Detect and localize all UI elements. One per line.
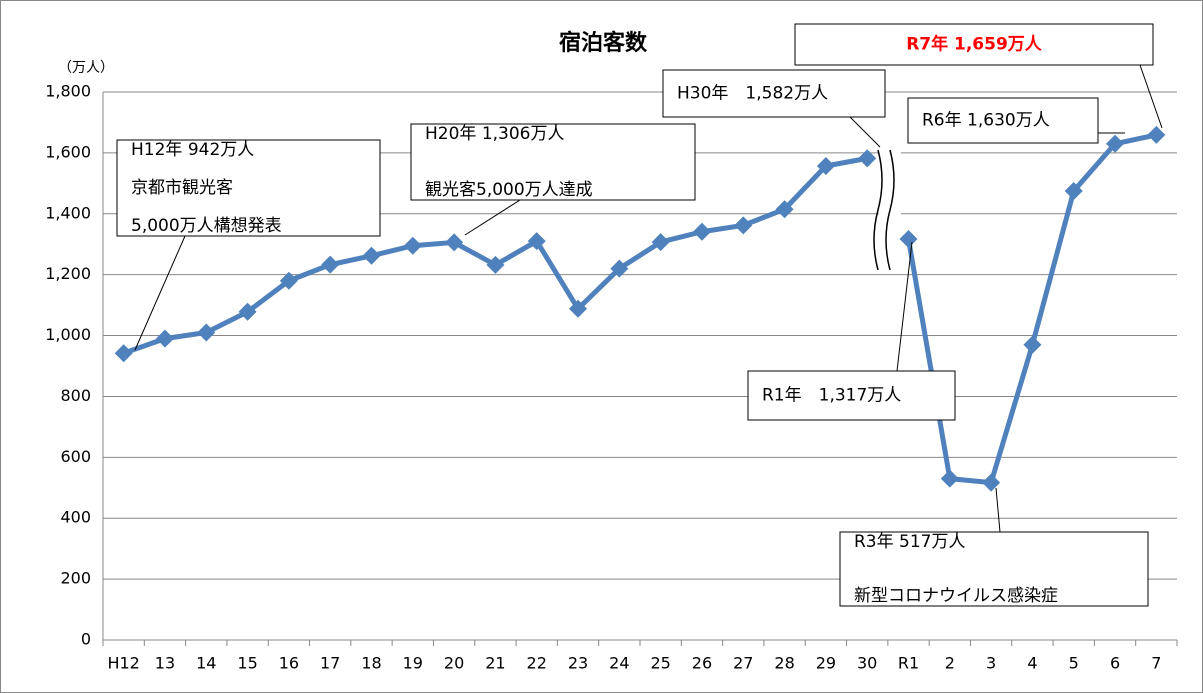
marker (1106, 134, 1125, 153)
leader-line (995, 487, 1001, 533)
marker (1064, 181, 1083, 200)
annotation-text: 5,000万人構想発表 (131, 216, 282, 236)
marker (858, 149, 877, 168)
marker (445, 233, 464, 252)
x-tick-label: 26 (692, 654, 712, 673)
y-tick-label: 1,200 (45, 264, 91, 283)
leader-line (849, 116, 881, 148)
x-tick-label: 19 (403, 654, 423, 673)
x-tick-label: 24 (609, 654, 629, 673)
x-tick-label: R1 (898, 654, 919, 673)
annotation-box (794, 23, 1154, 66)
marker (114, 344, 133, 363)
annotation-text: R6年 1,630万人 (922, 111, 1050, 131)
marker (403, 236, 422, 255)
x-tick-label: 14 (196, 654, 216, 673)
marker (816, 156, 835, 175)
y-tick-label: 1,600 (45, 142, 91, 161)
chart-title: 宿泊客数 (559, 30, 648, 56)
leader-line (134, 235, 186, 351)
x-tick-label: 6 (1110, 654, 1120, 673)
x-tick-label: 25 (650, 654, 670, 673)
annotation-text: H12年 942万人 (131, 140, 254, 160)
x-tick-label: 30 (857, 654, 877, 673)
marker (1023, 335, 1042, 354)
marker (899, 230, 918, 249)
x-tick-label: 21 (485, 654, 505, 673)
y-tick-label: 200 (60, 569, 91, 588)
x-tick-label: 27 (733, 654, 753, 673)
x-tick-label: 17 (320, 654, 340, 673)
annotation-text: 観光客5,000万人達成 (425, 180, 593, 200)
x-tick-label: 16 (279, 654, 299, 673)
marker (569, 299, 588, 318)
marker (279, 271, 298, 290)
marker (692, 222, 711, 241)
marker (734, 216, 753, 235)
marker (982, 473, 1001, 492)
x-tick-label: 22 (527, 654, 547, 673)
x-tick-label: 20 (444, 654, 464, 673)
y-axis-label: （万人） (58, 60, 114, 76)
marker (362, 246, 381, 265)
x-tick-label: 23 (568, 654, 588, 673)
axis-break (885, 149, 895, 271)
marker (651, 233, 670, 252)
marker (775, 200, 794, 219)
y-tick-label: 1,400 (45, 203, 91, 222)
y-tick-label: 400 (60, 508, 91, 527)
y-tick-label: 0 (81, 630, 91, 649)
x-tick-label: 2 (945, 654, 955, 673)
leader-line (464, 199, 521, 236)
annotation-box (747, 370, 956, 421)
marker (1147, 125, 1166, 144)
annotation-text: 新型コロナウイルス感染症 (854, 586, 1058, 606)
x-tick-label: 5 (1069, 654, 1079, 673)
marker (155, 329, 174, 348)
leader-line (896, 241, 913, 372)
y-tick-label: 800 (60, 386, 91, 405)
y-tick-label: 600 (60, 447, 91, 466)
marker (321, 255, 340, 274)
annotation-box (907, 97, 1099, 144)
leader-line (1139, 64, 1163, 129)
marker (486, 255, 505, 274)
x-tick-label: 29 (816, 654, 836, 673)
x-tick-label: 7 (1151, 654, 1161, 673)
x-tick-label: 15 (237, 654, 257, 673)
annotation-box (410, 123, 696, 201)
x-tick-label: 3 (986, 654, 996, 673)
y-tick-label: 1,800 (45, 82, 91, 101)
annotation-box (116, 139, 381, 237)
marker (527, 232, 546, 251)
marker (610, 259, 629, 278)
x-tick-label: 28 (774, 654, 794, 673)
x-tick-label: 18 (361, 654, 381, 673)
y-tick-label: 1,000 (45, 325, 91, 344)
axis-break (873, 149, 883, 271)
annotation-text: H20年 1,306万人 (425, 124, 565, 144)
x-tick-label: H12 (107, 654, 139, 673)
annotation-box (839, 531, 1149, 607)
annotation-box (662, 69, 886, 118)
marker (940, 469, 959, 488)
annotation-text: 京都市観光客 (131, 178, 233, 198)
annotation-text: R7年 1,659万人 (906, 34, 1043, 55)
x-tick-label: 13 (155, 654, 175, 673)
annotation-text: R3年 517万人 (854, 532, 965, 552)
annotation-text: H30年 1,582万人 (677, 84, 828, 104)
x-tick-label: 4 (1027, 654, 1037, 673)
annotation-text: R1年 1,317万人 (762, 386, 901, 406)
marker (238, 302, 257, 321)
marker (197, 323, 216, 342)
